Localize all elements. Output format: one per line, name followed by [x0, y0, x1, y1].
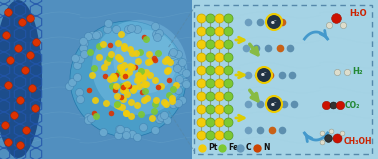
- Circle shape: [266, 14, 282, 30]
- Text: H₂: H₂: [352, 68, 363, 76]
- Text: CO₂: CO₂: [345, 100, 361, 110]
- Circle shape: [70, 21, 186, 137]
- Text: e⁻: e⁻: [271, 20, 277, 24]
- Text: e⁻: e⁻: [261, 73, 267, 77]
- Text: C: C: [246, 144, 252, 152]
- Text: H₂O: H₂O: [349, 10, 367, 18]
- Ellipse shape: [0, 0, 42, 158]
- Circle shape: [92, 20, 187, 115]
- Text: e⁻: e⁻: [271, 101, 277, 107]
- Text: CH₃OH: CH₃OH: [344, 136, 372, 145]
- Circle shape: [256, 67, 272, 83]
- Bar: [0, 0, 192, 159]
- Circle shape: [266, 96, 282, 112]
- Text: Fe: Fe: [228, 144, 238, 152]
- Text: Pt: Pt: [208, 144, 217, 152]
- Circle shape: [113, 30, 177, 93]
- Bar: [192, 0, 378, 159]
- Text: N: N: [263, 144, 270, 152]
